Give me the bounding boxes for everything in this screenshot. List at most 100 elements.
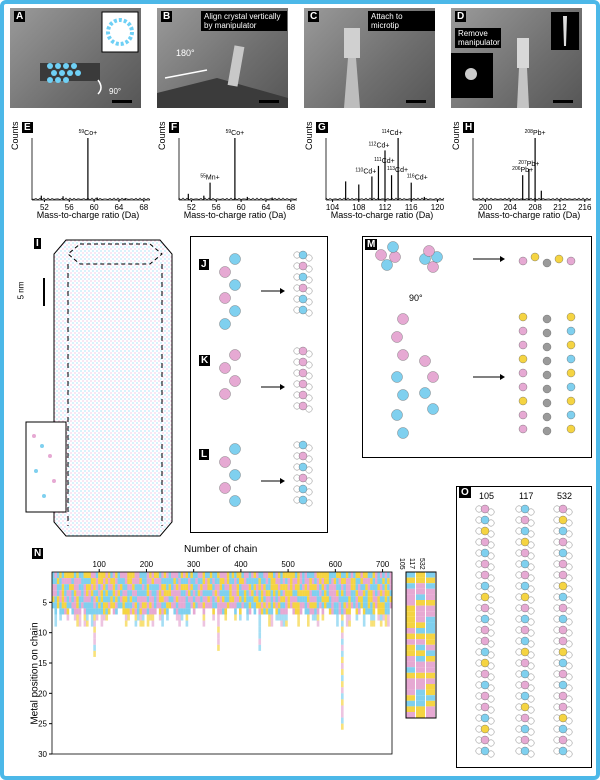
- heatmap-cell: [190, 584, 194, 591]
- heatmap-cell: [149, 572, 152, 579]
- heatmap-cell: [307, 620, 310, 627]
- heatmap-cell: [93, 626, 96, 633]
- heatmap-cell: [256, 590, 259, 597]
- heatmap-cell: [314, 602, 317, 609]
- heatmap-cell: [66, 614, 70, 621]
- heatmap-cell: [236, 584, 240, 591]
- heatmap-cell: [314, 596, 317, 603]
- heatmap-cell: [341, 596, 344, 603]
- heatmap-cell: [161, 596, 164, 603]
- heatmap-cell: [141, 614, 145, 621]
- peak-label: 59Co+: [226, 129, 245, 137]
- heatmap-cell: [275, 584, 279, 591]
- heatmap-cell: [299, 572, 303, 579]
- heatmap-cell: [253, 608, 257, 615]
- heatmap-cell: [367, 608, 371, 615]
- highlight-cell: [426, 656, 435, 662]
- highlight-cell: [426, 667, 435, 673]
- highlight-cell: [426, 700, 435, 707]
- heatmap-cell: [239, 614, 242, 621]
- heatmap-cell: [251, 578, 254, 585]
- heatmap-cell: [260, 572, 264, 579]
- heatmap-cell: [280, 602, 283, 609]
- heatmap-cell: [163, 590, 167, 597]
- heatmap-cell: [90, 602, 94, 609]
- highlight-cell: [416, 583, 425, 589]
- heatmap-cell: [214, 578, 218, 585]
- heatmap-cell: [185, 584, 189, 591]
- heatmap-cell: [183, 590, 186, 597]
- heatmap-cell: [83, 596, 87, 603]
- heatmap-cell: [146, 602, 150, 609]
- heatmap-cell: [214, 584, 218, 591]
- heatmap-cell: [372, 572, 376, 579]
- x-tick-label: 120: [431, 203, 445, 212]
- heatmap-cell: [355, 590, 359, 597]
- heatmap-cell: [384, 584, 388, 591]
- heatmap-cell: [105, 602, 109, 609]
- heatmap-cell: [277, 578, 281, 585]
- heatmap-cell: [258, 626, 262, 633]
- metal-atom: [558, 526, 568, 536]
- heatmap-cell: [336, 590, 339, 597]
- heatmap-cell: [234, 572, 237, 579]
- panel-g-spectrum: 104 108 112 116 120 110Cd+ 111Cd+ 112Cd+ 113Cd+ 1…: [304, 120, 446, 220]
- heatmap-cell: [290, 602, 293, 609]
- heatmap-cell: [132, 584, 135, 591]
- heatmap-cell: [209, 602, 213, 609]
- heatmap-cell: [234, 578, 237, 585]
- heatmap-cell: [326, 584, 330, 591]
- heatmap-cell: [292, 596, 296, 603]
- x-tick-label: 300: [187, 560, 201, 569]
- metal-atom: [480, 570, 490, 580]
- heatmap-cell: [190, 572, 194, 579]
- heatmap-cell: [166, 584, 169, 591]
- heatmap-cell: [173, 596, 177, 603]
- heatmap-cell: [350, 596, 354, 603]
- heatmap-cell: [236, 596, 240, 603]
- heatmap-cell: [127, 602, 130, 609]
- heatmap-cell: [375, 596, 378, 603]
- heatmap-cell: [207, 572, 211, 579]
- highlight-cell: [416, 695, 425, 701]
- metal-atom: [298, 250, 308, 260]
- heatmap-cell: [292, 590, 296, 597]
- highlight-cell: [416, 577, 425, 584]
- heatmap-cell: [246, 590, 249, 597]
- heatmap-cell: [319, 596, 322, 603]
- heatmap-cell: [163, 608, 167, 615]
- heatmap-cell: [350, 584, 354, 591]
- heatmap-cell: [294, 602, 298, 609]
- heatmap-cell: [178, 620, 181, 627]
- metal-atom: [542, 398, 552, 408]
- heatmap-cell: [263, 590, 266, 597]
- panel-a-letter: A: [14, 11, 26, 22]
- heatmap-cell: [280, 572, 283, 579]
- heatmap-cell: [98, 578, 101, 585]
- heatmap-cell: [205, 596, 208, 603]
- heatmap-cell: [343, 590, 347, 597]
- heatmap-cell: [270, 614, 274, 621]
- x-tick-label: 64: [114, 203, 123, 212]
- metal-atom: [480, 614, 490, 624]
- metal-atom: [520, 680, 530, 690]
- heatmap-cell: [302, 590, 305, 597]
- heatmap-cell: [239, 578, 242, 585]
- heatmap-cell: [151, 602, 155, 609]
- heatmap-cell: [343, 602, 347, 609]
- heatmap-cell: [146, 572, 150, 579]
- heatmap-cell: [115, 584, 118, 591]
- heatmap-cell: [168, 578, 172, 585]
- heatmap-cell: [173, 572, 177, 579]
- panel-d-sketch: [451, 12, 579, 108]
- heatmap-cell: [188, 584, 191, 591]
- metal-atom: [558, 603, 568, 613]
- heatmap-cell: [348, 596, 351, 603]
- heatmap-cell: [190, 602, 194, 609]
- heatmap-cell: [209, 572, 213, 579]
- panel-n-title: Number of chain: [184, 544, 258, 555]
- heatmap-cell: [311, 572, 315, 579]
- heatmap-cell: [311, 578, 315, 585]
- heatmap-cell: [168, 572, 172, 579]
- y-tick-label: 10: [38, 629, 47, 638]
